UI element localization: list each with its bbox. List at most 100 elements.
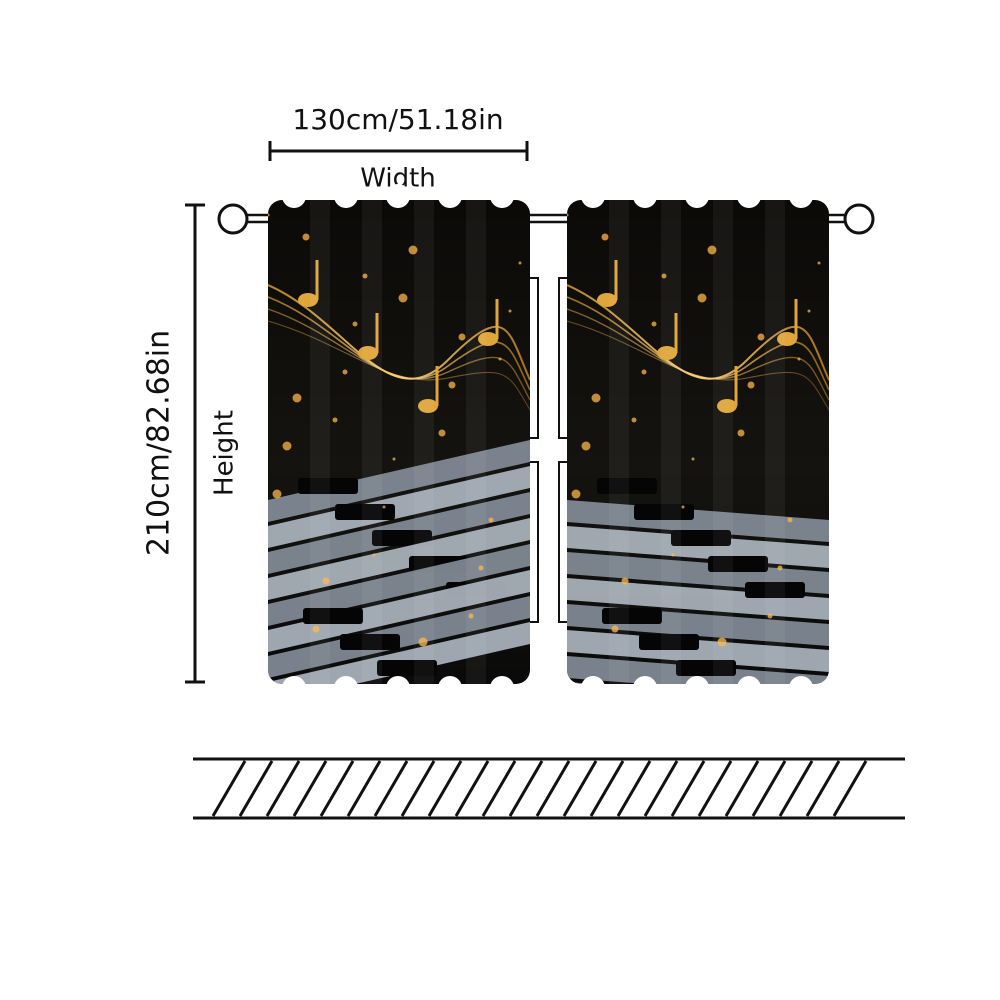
bokeh-dot	[567, 213, 569, 217]
bokeh-dot	[342, 369, 348, 375]
scallop	[438, 676, 462, 700]
bokeh-dot	[717, 637, 727, 647]
bokeh-dot	[498, 357, 502, 361]
bokeh-dot	[508, 309, 512, 313]
hatch-line	[697, 760, 733, 817]
bokeh-dot	[691, 457, 695, 461]
scallop	[490, 184, 514, 208]
hatch-line	[400, 760, 436, 817]
bokeh-dot	[268, 213, 270, 217]
scallop	[581, 184, 605, 208]
tab-bracket	[530, 277, 539, 623]
bokeh-dot	[332, 417, 338, 423]
scallop	[737, 184, 761, 208]
fold-shade	[362, 200, 382, 684]
bokeh-dot	[571, 489, 581, 499]
fold-shade	[765, 200, 785, 684]
scallop	[282, 676, 306, 700]
black-key	[676, 660, 736, 676]
black-key	[335, 504, 395, 520]
scallop	[334, 184, 358, 208]
fold-shade	[414, 200, 434, 684]
floor-hatch	[211, 760, 868, 817]
curtain-panel	[567, 200, 829, 684]
black-key	[372, 530, 432, 546]
scallop	[685, 676, 709, 700]
gold-wave	[567, 296, 829, 391]
bokeh-dot	[302, 233, 310, 241]
hatch-line	[346, 760, 382, 817]
hatch-line	[292, 760, 328, 817]
scallop	[438, 184, 462, 208]
music-note	[298, 293, 318, 307]
black-key	[745, 582, 805, 598]
scallop	[386, 184, 410, 208]
scallop	[633, 676, 657, 700]
piano-key	[567, 500, 829, 542]
bokeh-dot	[641, 369, 647, 375]
scallop	[789, 184, 813, 208]
bokeh-dot	[807, 309, 811, 313]
hatch-line	[670, 760, 706, 817]
hatch-line	[211, 760, 247, 817]
bokeh-dot	[621, 577, 629, 585]
scallop	[282, 184, 306, 208]
fold-shade	[466, 200, 486, 684]
hatch-line	[454, 760, 490, 817]
black-key	[377, 660, 437, 676]
scallop	[386, 676, 410, 700]
scallop	[685, 184, 709, 208]
hatch-line	[265, 760, 301, 817]
black-key	[602, 608, 662, 624]
bokeh-dot	[747, 381, 755, 389]
hatch-line	[724, 760, 760, 817]
black-key	[671, 530, 731, 546]
gold-wave	[567, 284, 829, 381]
black-key	[298, 478, 358, 494]
bokeh-dot	[398, 293, 408, 303]
black-key	[340, 634, 400, 650]
height-measure: 210cm/82.68in	[142, 330, 177, 556]
scallop	[737, 676, 761, 700]
hatch-line	[832, 760, 868, 817]
music-note	[657, 346, 677, 360]
hatch-line	[616, 760, 652, 817]
scallop	[789, 676, 813, 700]
piano-key	[268, 570, 530, 652]
bokeh-dot	[448, 381, 456, 389]
fold-shade	[713, 200, 733, 684]
bokeh-dot	[382, 505, 386, 509]
bokeh-dot	[707, 245, 717, 255]
bokeh-dot	[282, 441, 292, 451]
hatch-line	[481, 760, 517, 817]
fold-shade	[310, 200, 330, 684]
bokeh-dot	[651, 321, 657, 327]
bokeh-dot	[312, 625, 320, 633]
fold-shade	[661, 200, 681, 684]
piano-key	[268, 518, 530, 600]
gold-wave	[268, 284, 530, 381]
bokeh-dot	[352, 321, 358, 327]
piano-key	[268, 466, 530, 548]
bokeh-dot	[478, 565, 484, 571]
black-key	[303, 608, 363, 624]
bokeh-dot	[697, 293, 707, 303]
bokeh-dot	[518, 261, 522, 265]
tab-bracket	[558, 277, 567, 623]
hatch-line	[373, 760, 409, 817]
bokeh-dot	[661, 273, 667, 279]
hatch-line	[589, 760, 625, 817]
bokeh-dot	[438, 429, 446, 437]
gold-wave	[268, 296, 530, 391]
hatch-line	[562, 760, 598, 817]
hatch-line	[643, 760, 679, 817]
bokeh-dot	[362, 273, 368, 279]
curtain-panels	[268, 184, 829, 700]
bokeh-dot	[817, 261, 821, 265]
hatch-line	[535, 760, 571, 817]
bokeh-dot	[601, 233, 609, 241]
bokeh-dot	[591, 393, 601, 403]
rod-finial	[217, 203, 249, 235]
